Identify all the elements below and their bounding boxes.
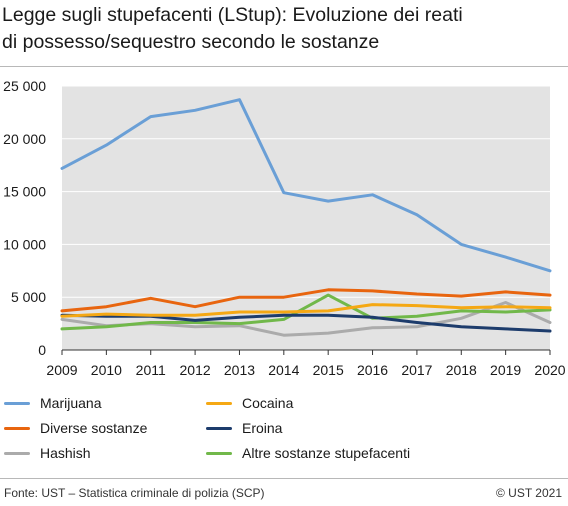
- legend-label: Altre sostanze stupefacenti: [242, 445, 411, 461]
- x-axis: 2009 2010 2011 2012 2013 2014 2015 2016 2017 2018…: [46, 350, 566, 378]
- legend-item: Hashish: [4, 444, 91, 462]
- y-tick-label: 10 000: [3, 236, 46, 252]
- x-tick-label: 2013: [224, 362, 255, 378]
- y-tick-label: 0: [38, 342, 46, 358]
- legend-item: Cocaina: [206, 394, 293, 412]
- legend-swatch: [206, 426, 232, 430]
- y-tick-label: 5 000: [11, 289, 46, 305]
- y-tick-label: 25 000: [3, 78, 46, 94]
- series-line-diverse-sostanze: [60, 288, 552, 313]
- legend-item: Diverse sostanze: [4, 419, 147, 437]
- legend-swatch: [4, 426, 30, 430]
- series-lines: [60, 98, 552, 337]
- legend-label: Eroina: [242, 420, 283, 436]
- gridlines: [62, 85, 550, 351]
- x-tick-label: 2016: [357, 362, 388, 378]
- chart-title: Legge sugli stupefacenti (LStup): Evoluz…: [2, 2, 562, 56]
- legend-label: Hashish: [40, 445, 91, 461]
- x-tick-label: 2012: [180, 362, 211, 378]
- legend-swatch: [4, 451, 30, 455]
- legend-label: Cocaina: [242, 395, 294, 411]
- chart-title-line-2: di possesso/sequestro secondo le sostanz…: [2, 31, 380, 53]
- copyright-note: © UST 2021: [496, 486, 562, 500]
- x-tick-label: 2009: [46, 362, 77, 378]
- source-note: Fonte: UST – Statistica criminale di pol…: [4, 486, 265, 500]
- legend-item: Eroina: [206, 419, 282, 437]
- y-axis: 0 5 000 10 000 15 000 20 000 25 000: [3, 78, 46, 358]
- legend-item: Marijuana: [4, 394, 101, 412]
- legend: Marijuana Cocaina Diverse sostanze Eroina Ha…: [0, 392, 568, 472]
- x-tick-label: 2011: [136, 362, 166, 378]
- legend-label: Diverse sostanze: [40, 420, 148, 436]
- x-tick-label: 2019: [490, 362, 521, 378]
- legend-swatch: [4, 401, 30, 405]
- y-tick-label: 15 000: [3, 184, 46, 200]
- chart-title-line-1: Legge sugli stupefacenti (LStup): Evoluz…: [2, 4, 463, 26]
- x-tick-label: 2014: [268, 362, 299, 378]
- legend-swatch: [206, 451, 232, 455]
- x-tick-label: 2018: [446, 362, 477, 378]
- y-tick-label: 20 000: [3, 131, 46, 147]
- x-tick-label: 2020: [534, 362, 565, 378]
- footer-divider: [0, 478, 568, 479]
- x-tick-label: 2010: [91, 362, 122, 378]
- legend-swatch: [206, 401, 232, 405]
- title-divider: [0, 66, 568, 67]
- series-line-marijuana: [60, 98, 552, 273]
- series-line-altre-sostanze-stupefacenti: [60, 293, 552, 331]
- x-tick-label: 2015: [313, 362, 344, 378]
- series-line-cocaina: [60, 303, 552, 318]
- legend-label: Marijuana: [40, 395, 102, 411]
- x-tick-label: 2017: [401, 362, 432, 378]
- legend-item: Altre sostanze stupefacenti: [206, 444, 410, 462]
